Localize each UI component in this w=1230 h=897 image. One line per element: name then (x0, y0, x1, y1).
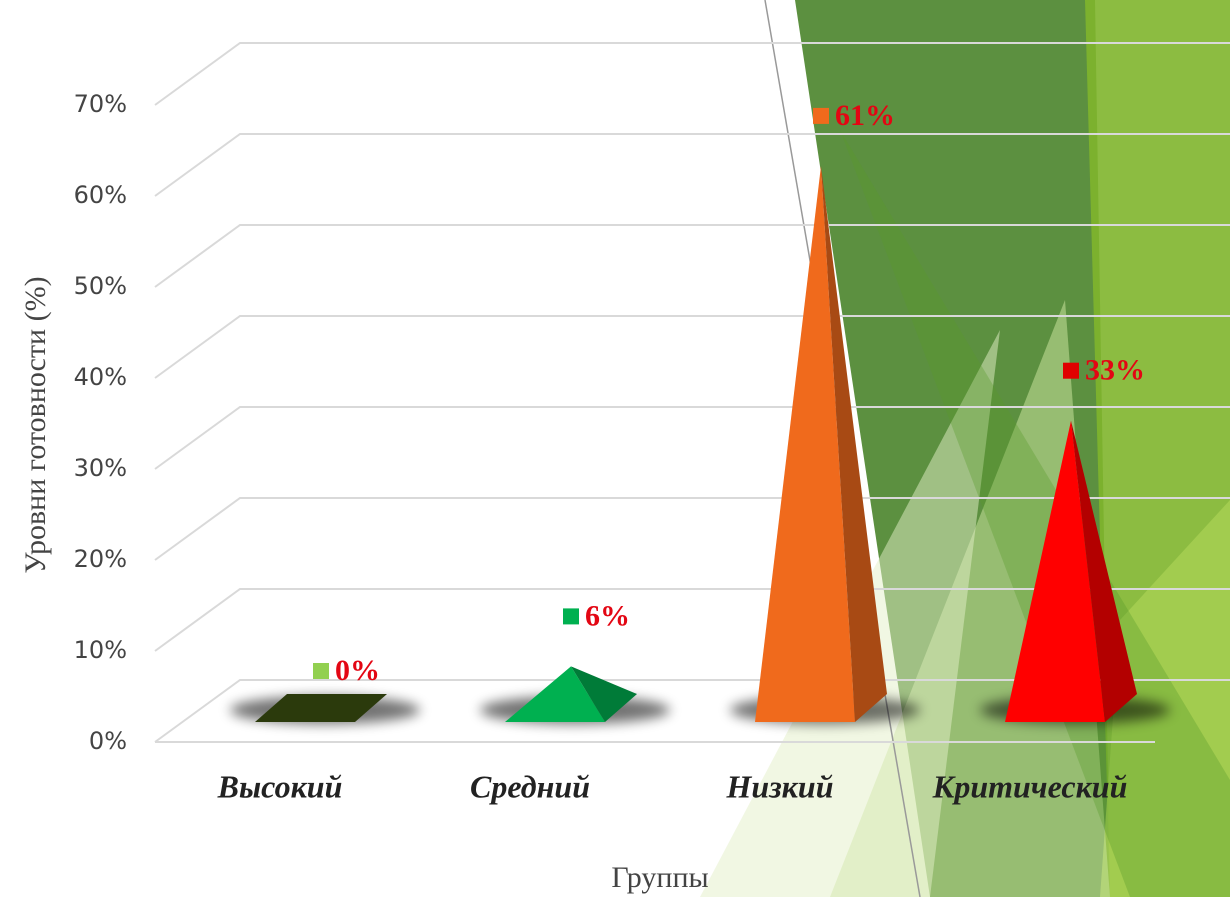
pyramid-front (505, 666, 605, 722)
pyramid-front (1005, 420, 1105, 722)
grid-line (154, 224, 1230, 288)
grid-line (154, 42, 1230, 106)
data-label: 61% (835, 99, 895, 132)
grid-line (154, 315, 1230, 379)
grid-line (154, 497, 1230, 561)
label-marker (1063, 362, 1079, 379)
x-tick-label: Средний (470, 768, 590, 804)
y-tick-label: 70% (74, 90, 127, 118)
data-label: 0% (335, 654, 380, 687)
y-tick-label: 0% (89, 727, 127, 755)
y-tick-label: 60% (74, 181, 127, 209)
y-tick-label: 20% (74, 545, 127, 573)
grid-line (154, 679, 1230, 743)
label-marker (563, 608, 579, 625)
label-marker (813, 107, 829, 124)
grid-line (154, 133, 1230, 197)
y-axis-title: Уровни готовности (%) (19, 276, 52, 573)
pyramid-base (255, 694, 387, 722)
y-tick-label: 50% (74, 272, 127, 300)
x-axis-title: Группы (611, 861, 708, 894)
y-tick-label: 10% (74, 636, 127, 664)
pyramid-side (571, 666, 637, 722)
data-label: 33% (1085, 354, 1145, 387)
label-marker (313, 663, 329, 679)
pyramid-side (821, 165, 887, 722)
x-tick-label: Критический (932, 768, 1128, 804)
pyramid-side (1071, 420, 1137, 722)
y-tick-label: 30% (74, 454, 127, 482)
grid-line (154, 406, 1230, 470)
grid (154, 42, 1230, 743)
x-tick-label: Низкий (726, 768, 834, 804)
pyramid-front (755, 165, 855, 722)
y-tick-label: 40% (74, 363, 127, 391)
plot: 0% 6% 61% 33% (230, 99, 1170, 724)
data-label: 6% (585, 599, 630, 632)
grid-line (154, 588, 1230, 652)
x-tick-label: Высокий (217, 768, 343, 804)
